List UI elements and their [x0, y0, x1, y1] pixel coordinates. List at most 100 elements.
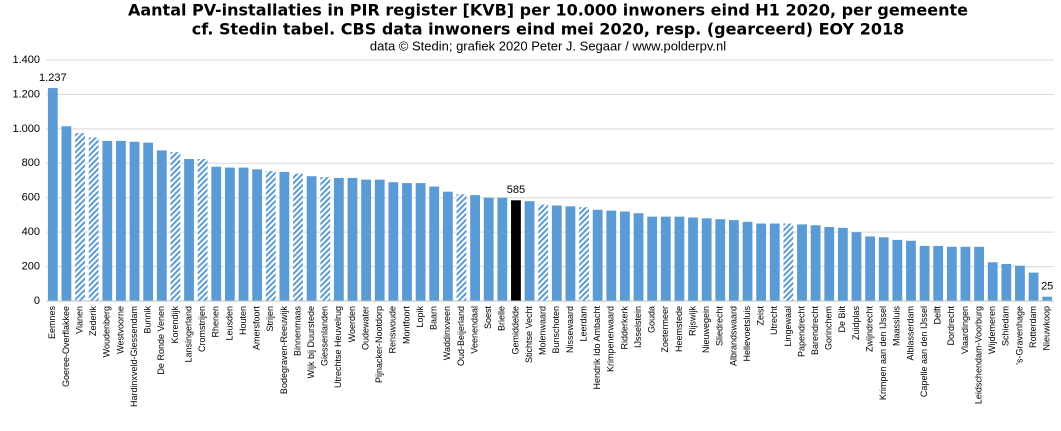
bar — [851, 232, 862, 301]
bar — [429, 186, 440, 301]
x-tick-label: Zwijndrecht — [864, 306, 874, 353]
x-tick-label: Hendrik Ido Ambacht — [592, 306, 602, 390]
x-tick-label: Bunschoten — [551, 306, 561, 354]
x-tick-label: Gemiddelde — [510, 306, 520, 355]
bar — [688, 217, 698, 301]
x-tick-label: Houten — [238, 306, 248, 335]
x-tick-label: Veenendaal — [469, 306, 479, 354]
x-tick-label: De Ronde Venen — [156, 306, 166, 375]
bar — [906, 240, 916, 301]
x-tick-label: Utrechtse Heuvelrug — [333, 306, 343, 388]
bar — [742, 221, 753, 301]
bar — [620, 211, 630, 301]
bar — [333, 177, 344, 301]
bar — [1001, 263, 1012, 301]
x-tick-label: Rotterdam — [1028, 306, 1038, 348]
x-tick-label: Pijnacker-Nootdorp — [374, 306, 384, 383]
bar — [88, 137, 99, 301]
x-tick-label: Vianen — [74, 306, 84, 334]
x-tick-label: Oudewater — [360, 306, 370, 350]
bar — [797, 224, 807, 301]
y-tick-label: 400 — [22, 226, 40, 238]
bar — [238, 167, 249, 301]
bar — [606, 210, 617, 301]
bar — [279, 171, 290, 301]
x-tick-label: Vlaardingen — [960, 306, 970, 354]
x-tick-label: Maassluis — [892, 306, 902, 347]
bar — [265, 171, 276, 301]
x-tick-label: Dordrecht — [946, 306, 956, 346]
y-tick-label: 800 — [22, 157, 40, 169]
bar — [402, 183, 412, 301]
x-tick-label: Bunnik — [143, 306, 153, 334]
y-tick-label: 1.200 — [12, 88, 40, 100]
x-tick-label: Delft — [933, 306, 943, 325]
x-tick-label: Montfoort — [401, 306, 411, 345]
x-tick-label: Lopik — [415, 306, 425, 328]
bar — [892, 239, 903, 301]
x-tick-label: Rijswijk — [687, 306, 697, 336]
bar — [415, 183, 426, 301]
y-tick-label: 200 — [22, 260, 40, 272]
x-tick-label: Nieuwegein — [701, 306, 711, 353]
x-tick-label: Zuidplas — [851, 306, 861, 341]
bar — [524, 201, 535, 301]
bar — [211, 166, 222, 301]
bar — [660, 216, 671, 301]
x-tick-label: Krimpenerwaard — [606, 306, 616, 372]
bar — [919, 245, 930, 301]
bar — [878, 237, 889, 301]
bar — [674, 216, 685, 301]
bar — [483, 197, 494, 301]
bar — [728, 220, 739, 301]
x-tick-label: Heemstede — [674, 306, 684, 352]
y-tick-label: 1.400 — [12, 54, 40, 66]
bar — [824, 226, 835, 301]
bar — [538, 204, 549, 301]
x-tick-label: Leusden — [224, 306, 234, 341]
y-tick-label: 1.000 — [12, 123, 40, 135]
bar — [102, 140, 113, 301]
bar — [551, 205, 562, 301]
bar — [933, 245, 944, 301]
x-tick-label: Albrandswaard — [728, 306, 738, 366]
bar — [184, 158, 194, 301]
bar — [347, 177, 358, 301]
bar — [116, 140, 126, 301]
x-tick-label: Woudenberg — [102, 306, 112, 357]
bar — [1042, 296, 1053, 301]
bar — [129, 141, 140, 301]
x-tick-label: Amersfoort — [252, 306, 262, 351]
x-tick-label: 's-Gravenhage — [1014, 306, 1024, 365]
x-tick-label: Waddinxveen — [442, 306, 452, 360]
bar — [756, 223, 767, 301]
bar — [769, 223, 780, 301]
bar — [987, 262, 998, 301]
x-tick-label: Papendrecht — [796, 306, 806, 358]
bar — [320, 177, 331, 301]
chart-title: Aantal PV-installaties in PIR register [… — [128, 1, 968, 20]
x-tick-label: Rhenen — [211, 306, 221, 338]
x-tick-label: Oud-Beijerland — [456, 306, 466, 366]
bar — [960, 246, 971, 301]
value-label: 25 — [1041, 281, 1053, 293]
bar — [810, 225, 821, 301]
x-tick-label: Zeist — [756, 306, 766, 326]
x-tick-label: Lingewaal — [783, 306, 793, 347]
bar — [470, 195, 480, 301]
y-tick-label: 600 — [22, 192, 40, 204]
bar — [633, 213, 644, 301]
x-tick-label: De Bilt — [837, 306, 847, 333]
chart-title-line2: cf. Stedin tabel. CBS data inwoners eind… — [192, 20, 904, 39]
x-tick-label: Cromstrijen — [197, 306, 207, 352]
bar — [388, 182, 399, 301]
bar — [783, 223, 794, 301]
bar — [497, 197, 508, 301]
bar — [837, 227, 848, 301]
bar — [170, 152, 181, 301]
bar — [374, 179, 385, 301]
bar — [511, 200, 521, 301]
bar — [592, 209, 603, 301]
x-tick-label: Giessenlanden — [320, 306, 330, 366]
